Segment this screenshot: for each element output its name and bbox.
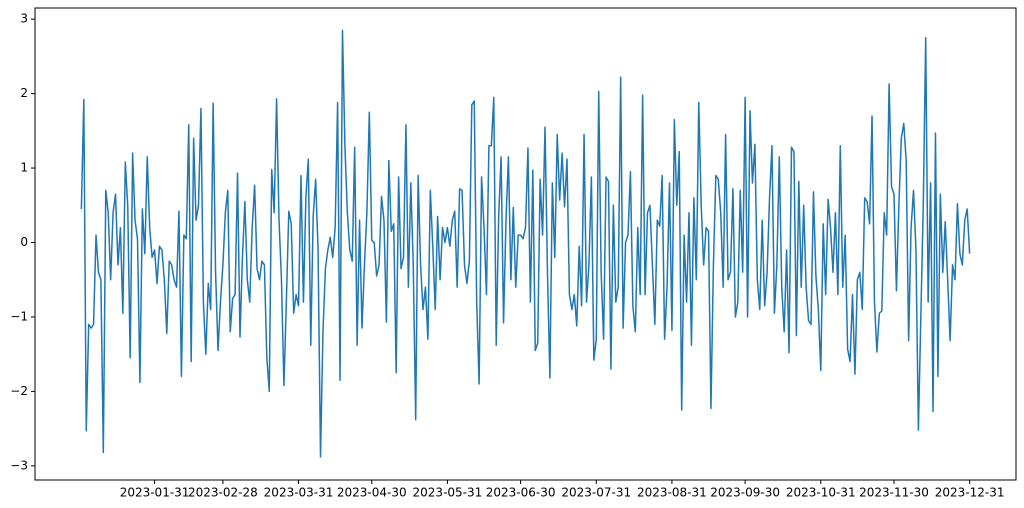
y-tick-label: 1 (20, 161, 28, 175)
data-line (80, 29, 971, 458)
x-tick-label: 2023-07-31 (561, 486, 631, 500)
x-tick-label: 2023-04-30 (337, 486, 407, 500)
x-tick-label: 2023-08-31 (637, 486, 707, 500)
y-tick-label: −3 (10, 458, 28, 472)
x-tick-label: 2023-05-31 (413, 486, 483, 500)
x-tick-label: 2023-02-28 (188, 486, 258, 500)
x-tick-label: 2023-12-31 (935, 486, 1005, 500)
x-tick-label: 2023-03-31 (264, 486, 334, 500)
y-tick-label: −1 (10, 309, 28, 323)
x-tick-label: 2023-09-30 (710, 486, 780, 500)
x-tick-label: 2023-10-31 (786, 486, 856, 500)
y-tick-label: 3 (20, 12, 28, 26)
x-tick-label: 2023-01-31 (120, 486, 190, 500)
y-tick-label: 0 (20, 235, 28, 249)
y-tick-label: 2 (20, 86, 28, 100)
x-tick-label: 2023-06-30 (486, 486, 556, 500)
axes-frame (34, 7, 1017, 481)
y-tick-label: −2 (10, 384, 28, 398)
x-tick-label: 2023-11-30 (859, 486, 929, 500)
